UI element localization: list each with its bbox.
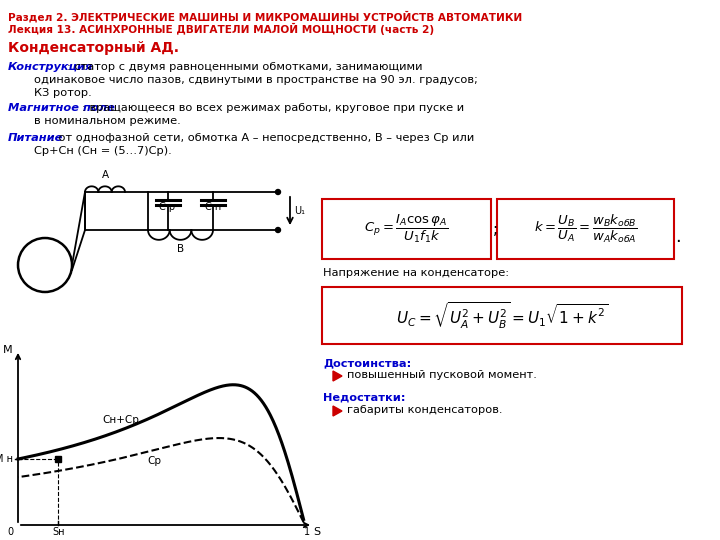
Text: КЗ ротор.: КЗ ротор.: [34, 88, 91, 98]
Circle shape: [276, 190, 281, 194]
Text: C р: C р: [159, 202, 175, 212]
Text: в номинальном режиме.: в номинальном режиме.: [34, 116, 181, 126]
Text: S: S: [313, 527, 320, 537]
Text: Лекция 13. АСИНХРОННЫЕ ДВИГАТЕЛИ МАЛОЙ МОЩНОСТИ (часть 2): Лекция 13. АСИНХРОННЫЕ ДВИГАТЕЛИ МАЛОЙ М…: [8, 23, 434, 35]
Text: Недостатки:: Недостатки:: [323, 393, 405, 403]
Text: 0: 0: [8, 527, 14, 537]
Text: : статор с двумя равноценными обмотками, занимающими: : статор с двумя равноценными обмотками,…: [67, 62, 423, 72]
Text: Напряжение на конденсаторе:: Напряжение на конденсаторе:: [323, 268, 509, 278]
Polygon shape: [333, 406, 342, 416]
Text: Достоинства:: Достоинства:: [323, 358, 411, 368]
Text: 1: 1: [304, 527, 310, 537]
FancyBboxPatch shape: [322, 287, 682, 344]
Text: $k = \dfrac{U_B}{U_A} = \dfrac{w_B k_{обВ}}{w_A k_{обА}}$: $k = \dfrac{U_B}{U_A} = \dfrac{w_B k_{об…: [534, 213, 637, 245]
Text: ;: ;: [493, 221, 498, 237]
Text: : от однофазной сети, обмотка А – непосредственно, В – через Cр или: : от однофазной сети, обмотка А – непоср…: [51, 133, 474, 143]
Text: U₁: U₁: [294, 206, 305, 216]
Circle shape: [276, 227, 281, 233]
Text: Sн: Sн: [52, 527, 64, 537]
Text: Раздел 2. ЭЛЕКТРИЧЕСКИЕ МАШИНЫ И МИКРОМАШИНЫ УСТРОЙСТВ АВТОМАТИКИ: Раздел 2. ЭЛЕКТРИЧЕСКИЕ МАШИНЫ И МИКРОМА…: [8, 11, 522, 23]
Text: $C_p = \dfrac{I_A \cos\varphi_A}{U_1 f_1 k}$: $C_p = \dfrac{I_A \cos\varphi_A}{U_1 f_1…: [364, 213, 449, 245]
Text: C п: C п: [205, 202, 221, 212]
Text: Cн+Cр: Cн+Cр: [102, 415, 139, 426]
FancyBboxPatch shape: [322, 199, 491, 259]
Text: Питание: Питание: [8, 133, 63, 143]
Polygon shape: [333, 371, 342, 381]
Text: М н: М н: [0, 454, 13, 464]
Text: одинаковое число пазов, сдвинутыми в пространстве на 90 эл. градусов;: одинаковое число пазов, сдвинутыми в про…: [34, 75, 478, 85]
Text: : вращающееся во всех режимах работы, круговое при пуске и: : вращающееся во всех режимах работы, кр…: [82, 103, 464, 113]
Text: М: М: [4, 345, 13, 355]
Text: Cр+Cн (Cн = (5…7)Cр).: Cр+Cн (Cн = (5…7)Cр).: [34, 146, 172, 156]
Text: габариты конденсаторов.: габариты конденсаторов.: [347, 405, 503, 415]
FancyBboxPatch shape: [497, 199, 674, 259]
Text: B: B: [177, 244, 184, 254]
Text: Конденсаторный АД.: Конденсаторный АД.: [8, 41, 179, 55]
Text: .: .: [675, 228, 680, 246]
Text: Конструкция: Конструкция: [8, 62, 94, 72]
Text: A: A: [102, 170, 109, 180]
Text: повышенный пусковой момент.: повышенный пусковой момент.: [347, 370, 537, 380]
Text: Магнитное поле: Магнитное поле: [8, 103, 115, 113]
Text: Cр: Cр: [148, 456, 162, 466]
Text: $U_C = \sqrt{U_A^2 + U_B^2} = U_1\sqrt{1+k^2}$: $U_C = \sqrt{U_A^2 + U_B^2} = U_1\sqrt{1…: [396, 300, 608, 330]
